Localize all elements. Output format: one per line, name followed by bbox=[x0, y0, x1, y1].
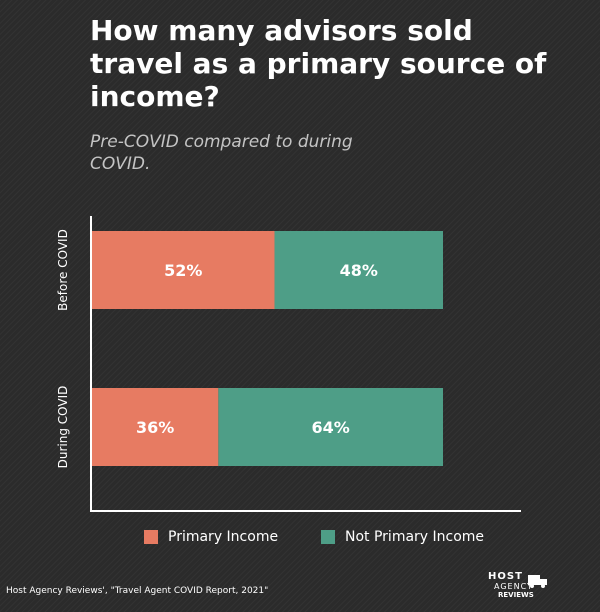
data-label-before-covid-not-primary-income: 48% bbox=[340, 261, 378, 280]
logo-text-agency: AGENCY bbox=[494, 582, 533, 591]
bar-during-covid-not-primary-income bbox=[218, 388, 443, 466]
chart-subtitle: Pre-COVID compared to during COVID. bbox=[90, 132, 353, 174]
legend-swatch-primary-income bbox=[144, 530, 158, 544]
category-label-during-covid: During COVID bbox=[56, 386, 70, 469]
legend-swatch-not-primary-income bbox=[321, 530, 335, 544]
logo-text-host: HOST bbox=[488, 571, 523, 582]
category-label-before-covid: Before COVID bbox=[56, 229, 70, 311]
bar-before-covid-not-primary-income bbox=[274, 231, 443, 309]
data-label-before-covid-primary-income: 52% bbox=[164, 261, 202, 280]
truck-icon bbox=[528, 575, 547, 588]
legend-item-not-primary-income: Not Primary Income bbox=[321, 529, 484, 545]
data-label-during-covid-not-primary-income: 64% bbox=[312, 418, 350, 437]
bar-before-covid-primary-income bbox=[92, 231, 275, 309]
bar-during-covid-primary-income bbox=[92, 388, 219, 466]
source-citation: Host Agency Reviews', "Travel Agent COVI… bbox=[6, 586, 269, 596]
legend-label-not-primary-income: Not Primary Income bbox=[345, 529, 485, 545]
logo-text-reviews: REVIEWS bbox=[498, 591, 534, 599]
data-label-during-covid-primary-income: 36% bbox=[136, 418, 174, 437]
host-agency-reviews-logo: HOST AGENCY REVIEWS bbox=[488, 571, 560, 605]
stacked-bar-chart: 52% 48% Before COVID 36% 64% During COVID bbox=[56, 216, 521, 512]
legend-item-primary-income: Primary Income bbox=[144, 529, 278, 545]
legend-label-primary-income: Primary Income bbox=[168, 529, 279, 545]
chart-title: How many advisors sold travel as a prima… bbox=[90, 14, 547, 113]
